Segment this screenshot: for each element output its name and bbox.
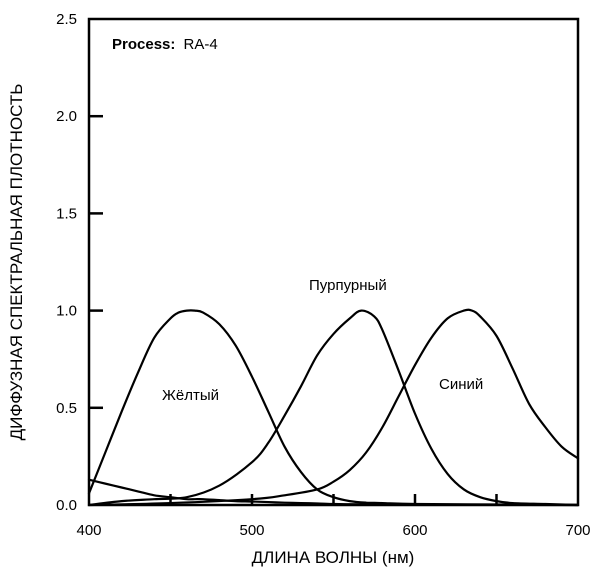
process-key: Process: (112, 36, 175, 53)
x-tick-label-1: 500 (239, 522, 264, 539)
label-cyan-series: Синий (439, 376, 483, 393)
y-tick-label-2: 1.0 (56, 303, 77, 320)
y-tick-label-4: 2.0 (56, 108, 77, 125)
x-axis-ticks: 400 500 600 700 (76, 494, 591, 539)
label-magenta-series: Пурпурный (309, 277, 387, 294)
y-tick-label-0: 0.0 (56, 497, 77, 514)
series-line-1 (87, 309, 580, 507)
x-axis-title: ДЛИНА ВОЛНЫ (нм) (252, 548, 415, 567)
x-tick-label-2: 600 (402, 522, 427, 539)
process-value: RA-4 (184, 36, 218, 53)
series-line-3 (87, 308, 580, 507)
x-tick-label-3: 700 (565, 522, 590, 539)
x-tick-label-0: 400 (76, 522, 101, 539)
y-tick-label-3: 1.5 (56, 205, 77, 222)
y-axis-ticks: 0.0 0.5 1.0 1.5 2.0 2.5 (56, 11, 103, 514)
y-tick-label-5: 2.5 (56, 11, 77, 28)
series-layer (87, 308, 580, 507)
label-yellow-series: Жёлтый (162, 387, 219, 404)
series-line-2 (87, 309, 580, 507)
plot-frame (87, 17, 580, 507)
y-axis-title: ДИФФУЗНАЯ СПЕКТРАЛЬНАЯ ПЛОТНОСТЬ (7, 84, 26, 441)
process-annotation: Process: RA-4 (112, 36, 218, 53)
y-tick-label-1: 0.5 (56, 400, 77, 417)
